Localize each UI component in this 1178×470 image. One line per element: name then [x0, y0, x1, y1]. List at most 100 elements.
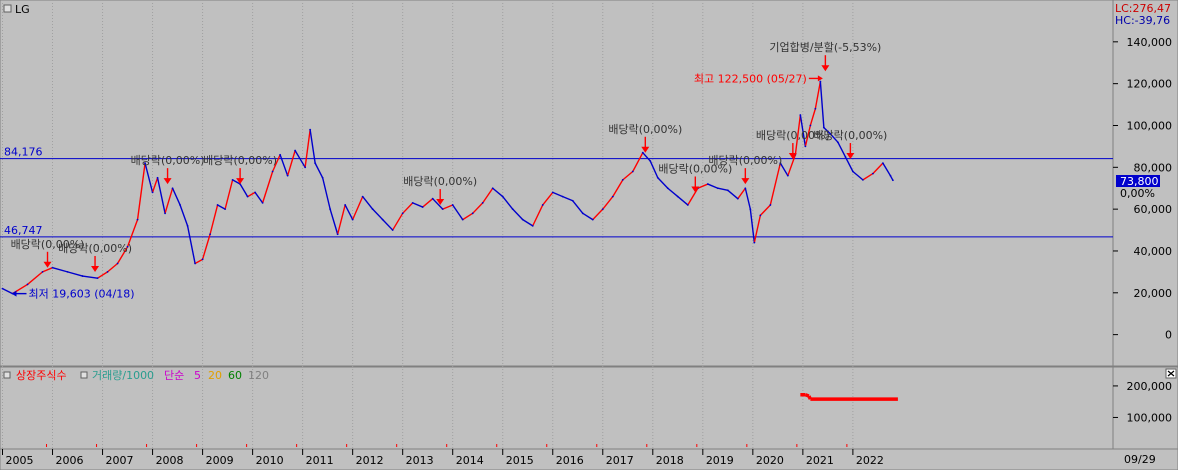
price-point: [286, 174, 289, 177]
price-point: [441, 208, 444, 211]
price-segment: [542, 191, 554, 206]
price-segment: [622, 170, 634, 181]
title-checkbox[interactable]: [3, 4, 12, 13]
legend-checkbox-listed[interactable]: [3, 371, 11, 379]
price-point: [759, 214, 762, 217]
price-point: [804, 145, 807, 148]
date-axis-tick-label: 2012: [356, 454, 384, 467]
price-segment: [151, 177, 159, 193]
price-point: [164, 212, 166, 215]
legend-sma20: 20: [208, 369, 222, 382]
price-segment: [697, 183, 709, 189]
date-axis-tick-label: 2008: [156, 454, 184, 467]
price-point: [116, 262, 119, 265]
annotation-arrow-head: [163, 178, 172, 185]
annotation-arrow-head: [846, 153, 855, 160]
volume-pane[interactable]: [0, 366, 1114, 450]
price-point: [216, 204, 219, 206]
price-point: [829, 132, 832, 135]
price-series[interactable]: [1, 80, 894, 295]
price-point: [611, 195, 614, 198]
date-axis-tick-label: 2007: [106, 454, 134, 467]
price-segment: [582, 212, 594, 221]
price-segment: [186, 225, 196, 264]
price-segment: [592, 208, 604, 221]
price-point: [706, 183, 709, 185]
date-axis-tick-label: 2009: [206, 454, 234, 467]
legend-checkbox-volume[interactable]: [80, 371, 88, 379]
price-point: [871, 172, 874, 175]
price-point: [531, 224, 534, 227]
price-point: [561, 195, 564, 198]
price-point: [231, 178, 234, 181]
legend-sma60: 60: [228, 369, 242, 382]
price-point: [171, 187, 174, 190]
x-close-icon[interactable]: [1165, 368, 1177, 379]
annotation-label: 배당락(0,00%): [203, 154, 277, 167]
price-segment: [432, 198, 444, 210]
price-point: [889, 174, 892, 177]
price-segment: [829, 133, 839, 143]
annotation-label: 배당락(0,00%): [813, 129, 887, 142]
price-point: [601, 208, 604, 211]
price-segment: [799, 114, 807, 147]
price-axis-tick-label: 20,000: [1134, 287, 1173, 300]
date-axis-tick-label: 2021: [806, 454, 834, 467]
annotation-label: 배당락(0,00%): [403, 175, 477, 188]
date-axis-tick-label: 2005: [6, 454, 34, 467]
price-segment: [814, 81, 822, 109]
legend-sma120: 120: [248, 369, 269, 382]
price-point: [686, 204, 689, 206]
price-segment: [837, 141, 847, 158]
price-segment: [336, 204, 346, 235]
price-point: [491, 187, 494, 190]
price-segment: [727, 189, 739, 200]
price-segment: [314, 162, 324, 179]
price-segment: [794, 114, 802, 155]
reference-lines: 84,176 46,747: [0, 146, 1113, 238]
annotation-arrow-head: [436, 199, 445, 206]
price-point: [371, 208, 374, 211]
volume-axis-tick-label: 200,000: [1127, 380, 1173, 393]
price-point: [744, 187, 747, 190]
price-point: [391, 229, 394, 231]
price-point: [511, 208, 514, 211]
annotation-arrow-head: [741, 178, 750, 185]
price-segment: [116, 246, 129, 264]
price-point: [261, 201, 264, 204]
price-segment: [201, 234, 211, 260]
price-segment: [667, 187, 679, 198]
volume-axis-tick-label: 100,000: [1127, 411, 1173, 424]
price-segment: [329, 208, 339, 235]
price-segment: [769, 162, 782, 206]
price-segment: [759, 204, 771, 216]
price-point: [786, 174, 789, 177]
price-segment: [472, 202, 484, 214]
price-point: [471, 212, 474, 215]
price-point: [656, 176, 659, 179]
price-point: [351, 218, 354, 221]
price-segment: [309, 129, 316, 164]
price-point: [136, 218, 139, 221]
low-marker-label: 최저 19,603 (04/18): [29, 288, 135, 301]
price-axis-tick-label: 100,000: [1127, 119, 1173, 132]
price-segment: [657, 177, 669, 189]
date-axis-tick-label: 2015: [506, 454, 534, 467]
price-segment: [97, 271, 108, 279]
volume-series[interactable]: [0, 393, 898, 447]
price-point: [631, 170, 634, 173]
corner-date-label: 09/29: [1124, 453, 1156, 466]
price-segment: [602, 196, 614, 210]
price-axis-tick-label: 40,000: [1134, 245, 1173, 258]
price-segment: [392, 212, 404, 231]
price-segment: [632, 152, 644, 172]
annotation-arrow-head: [91, 265, 100, 272]
hc-label: HC:-39,76: [1115, 14, 1170, 27]
annotation-label: 배당락(0,00%): [608, 123, 682, 136]
price-pane[interactable]: [0, 0, 1114, 367]
price-segment: [107, 262, 119, 273]
price-point: [581, 212, 584, 215]
volume-legend: 상장주식수 거래량/1000 단순 5 20 60 120: [3, 369, 269, 382]
